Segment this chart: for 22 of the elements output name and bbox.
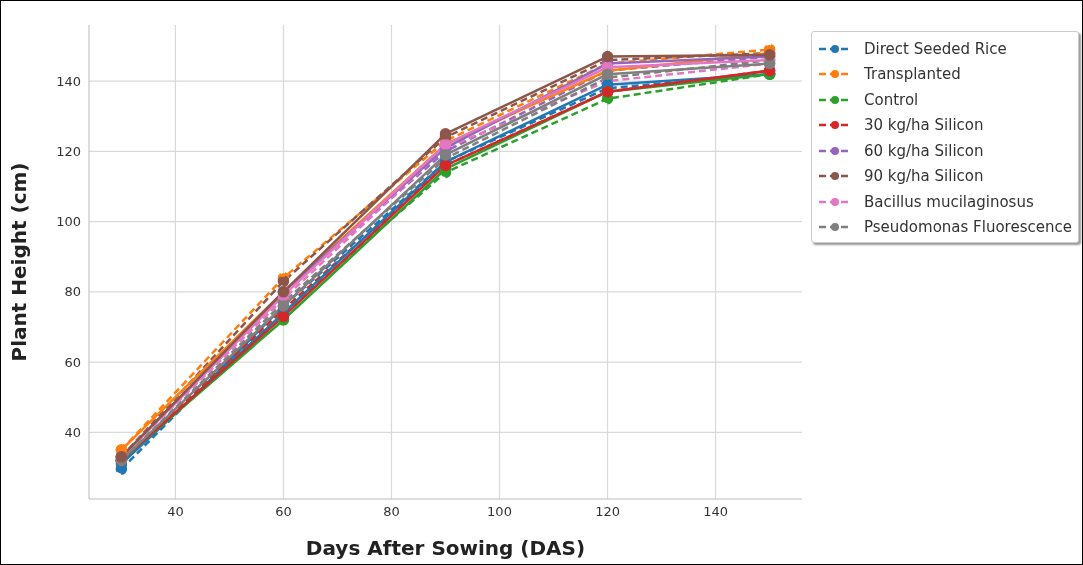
legend-label: Pseudomonas Fluorescence (864, 218, 1072, 237)
x-tick-label: 120 (595, 504, 620, 520)
x-tick-label: 100 (487, 504, 512, 520)
legend-label: Control (864, 90, 919, 109)
x-tick-label: 40 (167, 504, 184, 520)
legend-label: Bacillus mucilaginosus (864, 192, 1034, 211)
y-tick-label: 80 (64, 284, 81, 300)
legend-label: Direct Seeded Rice (864, 39, 1007, 58)
legend-label: Transplanted (864, 65, 961, 84)
legend-label: 90 kg/ha Silicon (864, 167, 984, 186)
y-tick-label: 60 (64, 354, 81, 370)
x-tick-label: 140 (703, 504, 728, 520)
y-tick-label: 100 (56, 214, 81, 230)
y-axis-title: Plant Height (cm) (7, 162, 32, 362)
legend-label: 30 kg/ha Silicon (864, 116, 984, 135)
x-axis-title: Days After Sowing (DAS) (305, 536, 586, 560)
x-tick-label: 60 (275, 504, 292, 520)
y-tick-label: 120 (56, 144, 81, 160)
x-tick-label: 80 (383, 504, 400, 520)
legend-label: 60 kg/ha Silicon (864, 141, 984, 160)
y-tick-label: 140 (56, 73, 81, 89)
y-tick-label: 40 (64, 424, 81, 440)
